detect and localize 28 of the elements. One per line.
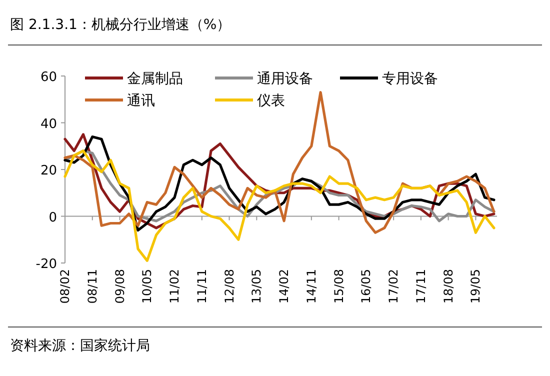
y-tick-label: 40: [40, 116, 57, 132]
chart-title: 图 2.1.3.1：机械分行业增速（%）: [10, 17, 231, 33]
y-tick-label: 0: [48, 210, 57, 226]
x-tick-label: 12/08: [222, 269, 236, 304]
legend-label: 仪表: [257, 93, 285, 109]
x-tick-label: 10/05: [140, 269, 154, 304]
x-tick-label: 08/02: [58, 269, 72, 304]
x-tick-label: 19/05: [468, 269, 483, 304]
y-tick-label: 60: [40, 70, 57, 85]
y-tick-label: 20: [40, 164, 57, 178]
x-tick-label: 08/11: [85, 269, 100, 304]
text: 资料来源：国家统计局: [10, 338, 150, 354]
x-tick-label: 11/11: [194, 269, 209, 304]
legend-label: 专用设备: [382, 71, 438, 87]
x-tick-label: 16/05: [359, 269, 374, 304]
x-tick-label: 15/08: [332, 269, 346, 304]
x-tick-label: 13/05: [250, 269, 264, 304]
y-tick-label: -20: [36, 257, 57, 272]
x-tick-label: 17/11: [414, 269, 428, 304]
x-tick-label: 17/02: [386, 269, 401, 304]
x-tick-label: 09/08: [112, 269, 127, 304]
x-tick-label: 18/08: [441, 269, 456, 304]
legend-label: 通讯: [127, 93, 155, 109]
x-tick-label: 14/11: [304, 269, 318, 304]
x-tick-label: 11/02: [168, 269, 182, 304]
legend-label: 金属制品: [127, 71, 183, 87]
x-tick-label: 14/02: [277, 269, 292, 304]
legend-label: 通用设备: [257, 71, 313, 87]
